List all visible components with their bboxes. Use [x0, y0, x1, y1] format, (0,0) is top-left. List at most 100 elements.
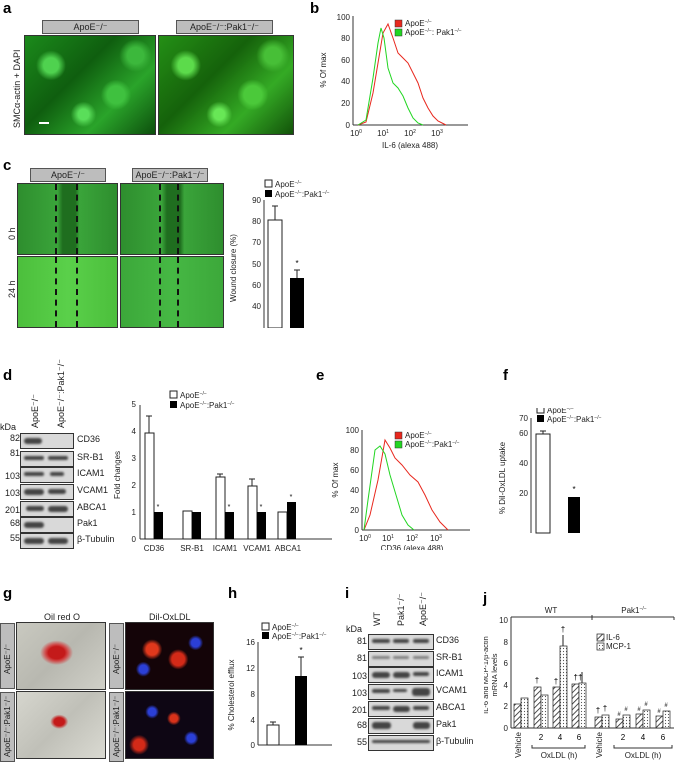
blot-icam1	[20, 467, 74, 483]
svg-text:*: *	[299, 646, 302, 655]
panel-c-header-apoe: ApoE⁻/⁻	[30, 168, 106, 182]
chart-c-wound-closure: 90 80 70 50 60 40 Wound closure (%) * ApoE−/−…	[229, 179, 330, 328]
kda-value: 103	[351, 671, 367, 681]
protein-label: VCAM1	[436, 685, 468, 695]
svg-text:40: 40	[252, 302, 261, 311]
protein-label: SR-B1	[436, 652, 463, 662]
svg-text:*: *	[157, 504, 160, 511]
oil-red-apoe	[16, 622, 106, 690]
kda-value: 55	[9, 533, 20, 543]
svg-text:SR-B1: SR-B1	[180, 544, 204, 553]
chart-e-histogram: 0 20 40 60 80 100 100 101 102 103 CD36 (alexa…	[331, 426, 470, 550]
kda-value: 81	[356, 636, 367, 646]
svg-text:Fold changes: Fold changes	[113, 451, 122, 499]
kda-value: 103	[351, 688, 367, 698]
lane-label-pak1: Pak1⁻/⁻	[396, 593, 406, 626]
lane-label-apoe: ApoE⁻/⁻	[30, 393, 40, 428]
micrograph-apoe-pak1-smc-actin	[158, 35, 294, 135]
svg-text:16: 16	[246, 638, 255, 647]
svg-text:70: 70	[252, 238, 261, 247]
svg-text:12: 12	[246, 664, 255, 673]
svg-text:#: #	[624, 707, 628, 713]
protein-label: Pak1	[436, 719, 457, 729]
svg-text:4: 4	[251, 716, 256, 725]
lane-label-apoe: ApoE⁻/⁻	[418, 591, 428, 626]
panel-g-row-apoe-pak1-oil: ApoE⁻/⁻:Pak1⁻/⁻	[0, 692, 15, 762]
kda-label: kDa	[0, 422, 17, 432]
blot-vcam1	[20, 484, 74, 500]
svg-text:ApoE−/−:Pak1−/−: ApoE−/−:Pak1−/−	[272, 632, 327, 641]
svg-text:1: 1	[132, 508, 137, 517]
lane-label-wt: WT	[372, 612, 382, 626]
svg-text:ApoE−/−: ApoE−/−	[405, 431, 432, 440]
svg-text:mRNA levels: mRNA levels	[490, 653, 499, 696]
chart-j-mrna-levels: WT Pak1−/− 0 2 4 6 8 10 IL-6 and MCP-1/β-acti…	[484, 606, 675, 760]
svg-text:2: 2	[132, 481, 137, 490]
svg-text:Vehicle: Vehicle	[595, 732, 604, 758]
panel-g-row-apoe-pak1-dil: ApoE⁻/⁻:Pak1⁻/⁻	[109, 692, 124, 762]
svg-text:IL-6: IL-6	[606, 633, 620, 642]
svg-text:90: 90	[252, 196, 261, 205]
svg-text:20: 20	[350, 506, 359, 515]
svg-text:40: 40	[341, 77, 350, 86]
blot-i-cd36	[368, 634, 434, 650]
svg-text:#: #	[644, 702, 648, 708]
chart-h-cholesterol-efflux: 0 4 8 12 16 % Cholesterol efflux * ApoE−/− A…	[227, 622, 332, 750]
oil-red-apoe-pak1	[16, 691, 106, 759]
svg-text:Wound closure (%): Wound closure (%)	[229, 234, 238, 302]
svg-text:ApoE−/−: ApoE−/−	[405, 19, 432, 28]
wound-image-apoe-pak1-0h	[120, 183, 224, 255]
svg-text:80: 80	[341, 34, 350, 43]
svg-text:ApoE−/−:Pak1−/−: ApoE−/−:Pak1−/−	[547, 415, 602, 424]
protein-label: ICAM1	[77, 468, 105, 478]
svg-text:% Cholesterol efflux: % Cholesterol efflux	[227, 660, 236, 731]
blot-i-beta-tubulin	[368, 735, 434, 751]
kda-value: 103	[4, 471, 20, 481]
svg-text:6: 6	[577, 733, 582, 742]
svg-text:0: 0	[346, 121, 351, 130]
svg-text:103: 103	[430, 534, 442, 543]
blot-cd36	[20, 433, 74, 449]
lane-label-apoe-pak1: ApoE⁻/⁻:Pak1⁻/⁻	[56, 358, 66, 428]
svg-text:4: 4	[641, 733, 646, 742]
svg-text:ApoE−/−: ApoE−/−	[180, 391, 207, 400]
panel-label-g: g	[3, 585, 13, 602]
panel-label-i: i	[345, 585, 350, 602]
chart-b-histogram: 0 20 40 60 80 100 100 101 102 103 IL-6 (alexa…	[319, 13, 468, 150]
panel-c-row-24h: 24 h	[7, 280, 17, 298]
svg-text:ICAM1: ICAM1	[213, 544, 238, 553]
svg-text:101: 101	[382, 534, 394, 543]
svg-text:2: 2	[539, 733, 544, 742]
svg-text:100: 100	[346, 426, 360, 435]
svg-text:80: 80	[252, 217, 261, 226]
protein-label: CD36	[436, 635, 460, 645]
kda-value: 81	[9, 448, 20, 458]
svg-text:Vehicle: Vehicle	[514, 732, 523, 758]
svg-text:†: †	[535, 676, 539, 685]
svg-text:100: 100	[350, 129, 362, 138]
panel-c-header-apoe-pak1: ApoE⁻/⁻:Pak1⁻/⁻	[132, 168, 208, 182]
svg-text:Pak1−/−: Pak1−/−	[621, 606, 647, 615]
blot-i-pak1	[368, 718, 434, 734]
svg-text:2: 2	[504, 702, 509, 711]
svg-text:6: 6	[504, 659, 509, 668]
svg-text:ApoE−/−:Pak1−/−: ApoE−/−:Pak1−/−	[405, 440, 460, 449]
svg-text:MCP-1: MCP-1	[606, 642, 631, 651]
svg-text:IL-6 and MCP-1/β-actin: IL-6 and MCP-1/β-actin	[484, 636, 490, 714]
svg-text:60: 60	[252, 281, 261, 290]
svg-text:80: 80	[350, 446, 359, 455]
panel-g-row-apoe-oil: ApoE⁻/⁻	[0, 623, 15, 689]
svg-text:6: 6	[661, 733, 666, 742]
panel-g-column-dil-oxldl: Dil-OxLDL	[149, 612, 191, 622]
kda-value: 68	[356, 720, 367, 730]
svg-text:†: †	[554, 677, 558, 686]
panel-label-f: f	[503, 367, 508, 384]
svg-text:CD36 (alexa 488): CD36 (alexa 488)	[381, 544, 444, 550]
kda-value: 201	[4, 505, 20, 515]
svg-text:0: 0	[504, 724, 509, 733]
panel-c-row-0h: 0 h	[7, 227, 17, 240]
svg-text:5: 5	[132, 400, 137, 409]
blot-i-abca1	[368, 701, 434, 717]
svg-text:4: 4	[132, 427, 137, 436]
blot-i-sr-b1	[368, 651, 434, 667]
